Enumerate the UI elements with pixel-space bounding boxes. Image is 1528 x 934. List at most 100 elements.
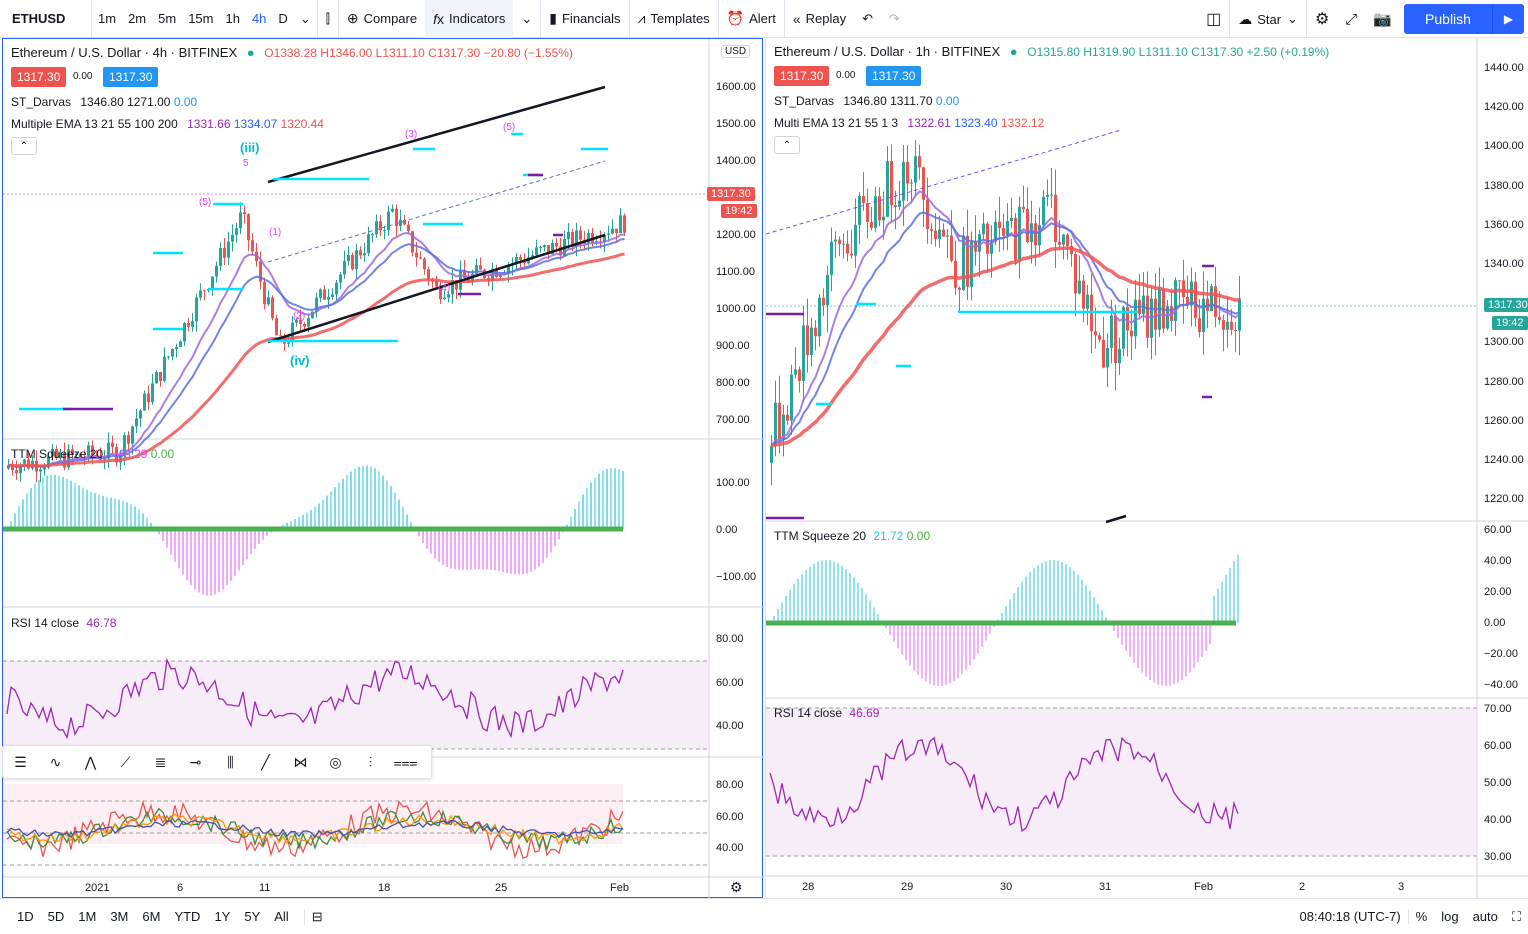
range-5d[interactable]: 5D [47, 909, 65, 924]
cycle-icon[interactable]: ◎ [329, 753, 342, 770]
left-ask-box[interactable]: 1317.30 [103, 67, 159, 87]
templates-button[interactable]: ⩘ Templates [628, 0, 718, 38]
range-1y[interactable]: 1Y [214, 909, 231, 924]
log-toggle[interactable]: log [1441, 909, 1459, 924]
collapse-legend-button[interactable]: ⌃ [11, 137, 37, 155]
chart-type-button[interactable]: ⫿ [316, 0, 338, 38]
candle-body [774, 402, 777, 447]
candle-body [954, 260, 957, 288]
candle-body [267, 297, 270, 305]
range-1m[interactable]: 1M [78, 909, 97, 924]
left-chart-canvas[interactable]: (iii) 5 (5) (1) (2) (iv) (3) (4) (5) [3, 39, 764, 899]
right-darvas-legend[interactable]: ST_Darvas 1346.80 1311.70 0.00 [774, 94, 959, 108]
interval-2m[interactable]: 2m [128, 11, 147, 26]
ema-line-55 [770, 246, 1240, 448]
range-5y[interactable]: 5Y [244, 909, 261, 924]
interval-1h[interactable]: 1h [225, 11, 240, 26]
candle-body [1142, 295, 1145, 314]
elliott-wave-icon[interactable]: ∿ [49, 753, 62, 770]
horizontal-line-icon[interactable]: ⊸ [189, 753, 202, 770]
percent-toggle[interactable]: % [1407, 909, 1435, 924]
trend-line-icon[interactable]: ⟋ [120, 753, 131, 770]
collapse-legend-button[interactable]: ⌃ [774, 136, 800, 154]
right-ask-box[interactable]: 1317.30 [866, 66, 922, 86]
interval-dropdown-icon[interactable]: ⌄ [299, 10, 311, 26]
indicators-button[interactable]: fx Indicators [425, 0, 514, 38]
range-6m[interactable]: 6M [142, 909, 161, 924]
star-button[interactable]: ☁ Star ⌄ [1229, 0, 1306, 38]
indicators-dropdown[interactable]: ⌄ [521, 10, 533, 26]
calendar-icon: ⊟ [311, 908, 323, 924]
right-bid-box[interactable]: 1317.30 [774, 66, 830, 86]
time-label: 29 [901, 881, 914, 893]
time-label: Feb [1194, 881, 1213, 893]
financials-button[interactable]: ▮ Financials [540, 0, 628, 38]
abcd-pattern-icon[interactable]: ⋀ [84, 753, 97, 770]
right-chart-canvas[interactable] [765, 38, 1528, 898]
fullscreen-button[interactable]: ⤢ [1337, 0, 1365, 38]
symbol-search[interactable]: ETHUSD [0, 0, 92, 38]
interval-1m[interactable]: 1m [98, 11, 117, 26]
interval-D[interactable]: D [278, 11, 288, 26]
left-darvas-legend[interactable]: ST_Darvas 1346.80 1271.00 0.00 [11, 95, 197, 109]
auto-toggle[interactable]: auto [1472, 909, 1498, 924]
axis-label: 1240.00 [1484, 454, 1524, 466]
candle-body [1234, 330, 1237, 332]
candle-body [143, 393, 146, 411]
publish-button[interactable]: Publish [1404, 4, 1492, 34]
alert-button[interactable]: ⏰ Alert [717, 0, 784, 38]
range-3m[interactable]: 3M [110, 909, 129, 924]
candle-body [423, 258, 426, 270]
candle-body [587, 232, 590, 244]
range-ytd[interactable]: YTD [174, 909, 201, 924]
candle-body [67, 449, 70, 468]
measure-icon[interactable]: ⫶ [368, 753, 373, 770]
sliders-icon[interactable]: ⩶ [393, 753, 418, 770]
right-chart-pane[interactable]: Ethereum / U.S. Dollar · 1h · BITFINEX ●… [765, 38, 1528, 898]
chart-settings-gear-icon[interactable]: ⚙ [730, 879, 743, 895]
candle-body [826, 274, 829, 306]
fib-icon[interactable]: ≣ [154, 753, 167, 770]
candle-body [906, 161, 909, 184]
undo-button[interactable]: ↶ [854, 0, 881, 38]
snapshot-button[interactable]: 📷 [1365, 0, 1400, 38]
compare-button[interactable]: ⊕ Compare [337, 0, 425, 38]
goto-date-button[interactable]: ⊟ [303, 908, 330, 925]
candle-body [231, 234, 234, 242]
publish-video-button[interactable]: ▶ [1492, 4, 1524, 34]
ray-icon[interactable]: ╱ [261, 753, 270, 770]
interval-5m[interactable]: 5m [158, 11, 177, 26]
axis-label: 1500.00 [716, 118, 756, 130]
drag-handle-icon[interactable]: ☰ [14, 753, 27, 770]
candle-body [351, 254, 354, 270]
interval-15m[interactable]: 15m [188, 11, 214, 26]
candle-body [295, 319, 298, 323]
left-rsi-legend[interactable]: RSI 14 close 46.78 [11, 616, 116, 630]
axis-label: 0.00 [1484, 617, 1506, 629]
replay-button[interactable]: « Replay [783, 0, 854, 38]
left-ema-legend[interactable]: Multiple EMA 13 21 55 100 200 1331.66 13… [11, 117, 324, 131]
maximize-icon[interactable]: ⛶ [1511, 908, 1521, 924]
candle-body [814, 327, 817, 337]
candle-body [407, 224, 410, 232]
range-1d[interactable]: 1D [17, 909, 34, 924]
candle-body [822, 297, 825, 306]
clock[interactable]: 08:40:18 (UTC-7) [1299, 909, 1401, 924]
interval-4h[interactable]: 4h [251, 11, 267, 26]
candle-body [978, 234, 981, 252]
right-ttm-legend[interactable]: TTM Squeeze 20 21.72 0.00 [774, 529, 930, 543]
right-ema-legend[interactable]: Multi EMA 13 21 55 1 3 1322.61 1323.40 1… [774, 116, 1044, 130]
range-all[interactable]: All [274, 909, 289, 924]
candle-body [794, 369, 797, 375]
right-rsi-legend[interactable]: RSI 14 close 46.69 [774, 706, 879, 720]
left-bid-box[interactable]: 1317.30 [11, 67, 67, 87]
redo-button[interactable]: ↷ [881, 0, 908, 38]
axis-label: 700.00 [716, 414, 750, 426]
currency-label[interactable]: USD [721, 45, 751, 58]
layout-button[interactable]: ◫ [1198, 0, 1229, 38]
settings-button[interactable]: ⚙ [1305, 0, 1337, 38]
axis-label: 50.00 [1484, 777, 1512, 789]
left-ttm-legend[interactable]: TTM Squeeze 20 −48.29 0.00 [11, 447, 174, 461]
pattern-icon[interactable]: ⋈ [293, 753, 308, 770]
vertical-lines-icon[interactable]: ⫼ [227, 753, 234, 770]
